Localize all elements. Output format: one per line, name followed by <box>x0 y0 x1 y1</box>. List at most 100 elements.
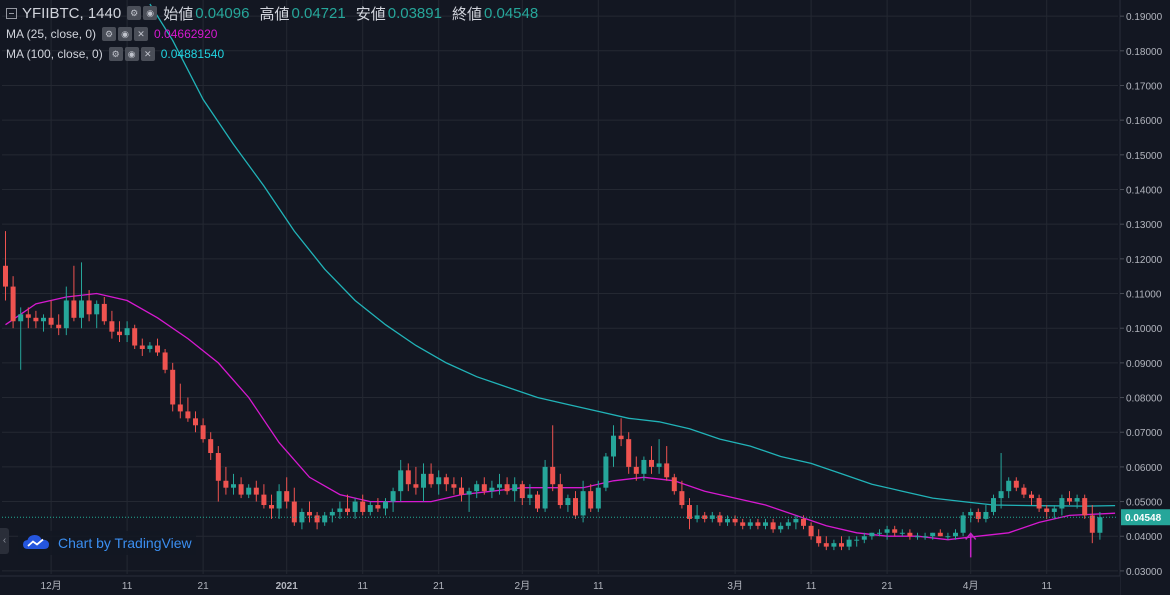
candle-body <box>367 505 373 512</box>
candle-body <box>33 317 39 322</box>
candle-body <box>945 536 951 538</box>
candle-body <box>793 518 799 523</box>
time-tick-label: 2021 <box>276 581 299 592</box>
candle-body <box>907 532 913 537</box>
candle-body <box>162 352 168 370</box>
candle-body <box>238 484 244 495</box>
candle-body <box>839 543 844 547</box>
tradingview-attribution[interactable]: Chart by TradingView <box>18 531 196 555</box>
candle-body <box>79 300 84 318</box>
candle-body <box>466 491 472 495</box>
candle-body <box>48 317 54 325</box>
time-tick-label: 2月 <box>515 580 531 592</box>
candle-body <box>193 418 198 426</box>
open-value: 0.04096 <box>195 4 250 22</box>
settings-icon[interactable]: ⚙ <box>127 6 142 20</box>
price-tick-label: 0.11000 <box>1126 290 1162 301</box>
time-tick-label: 11 <box>806 581 817 592</box>
time-axis-background <box>0 576 1120 595</box>
candle-body <box>261 494 267 506</box>
candle-body <box>375 505 381 509</box>
candle-body <box>443 477 449 485</box>
candle-body <box>778 525 784 530</box>
price-tick-label: 0.16000 <box>1126 116 1163 127</box>
settings-icon[interactable]: ⚙ <box>102 27 117 41</box>
price-tick-label: 0.18000 <box>1126 47 1163 58</box>
candle-body <box>459 487 464 495</box>
candle-body <box>930 532 936 537</box>
tradingview-cloud-icon <box>23 535 49 549</box>
high-label: 高値 <box>259 5 290 23</box>
candle-body <box>960 515 966 533</box>
candle-body <box>664 463 670 478</box>
attribution-text[interactable]: Chart by TradingView <box>58 535 192 551</box>
price-tick-label: 0.17000 <box>1126 81 1163 92</box>
eye-icon[interactable]: ◉ <box>143 6 158 20</box>
collapse-icon[interactable] <box>6 7 17 19</box>
candle-body <box>86 300 92 315</box>
candle-body <box>763 522 768 526</box>
candle-body <box>155 345 160 353</box>
candle-body <box>649 459 654 467</box>
candle-body <box>284 491 290 502</box>
eye-icon[interactable]: ◉ <box>124 47 139 61</box>
candle-body <box>550 466 556 485</box>
candle-body <box>1097 517 1103 533</box>
candle-body <box>915 536 920 538</box>
symbol-label[interactable]: YFIIBTC, 1440 <box>22 4 122 22</box>
ma100-label[interactable]: MA (100, close, 0) <box>6 47 103 61</box>
candle-body <box>1036 498 1042 509</box>
candle-body <box>307 511 312 516</box>
candle-body <box>801 518 806 526</box>
candle-body <box>299 511 305 523</box>
candle-body <box>223 480 229 488</box>
candle-body <box>580 491 586 516</box>
candle-body <box>983 511 989 519</box>
price-tick-label: 0.15000 <box>1126 151 1163 162</box>
chevron-left-icon[interactable]: ‹ <box>0 528 9 554</box>
candle-body <box>709 515 715 519</box>
candle-body <box>398 470 404 492</box>
settings-icon[interactable]: ⚙ <box>108 47 123 61</box>
candle-body <box>755 522 761 526</box>
candle-body <box>231 484 236 488</box>
candle-body <box>253 487 259 495</box>
candle-body <box>71 300 77 318</box>
candle-body <box>177 404 183 412</box>
candle-body <box>117 331 122 336</box>
candle-body <box>899 532 905 534</box>
high-value: 0.04721 <box>291 4 346 22</box>
close-value: 0.04548 <box>483 4 539 22</box>
ma25-label[interactable]: MA (25, close, 0) <box>6 27 97 41</box>
candle-body <box>94 303 100 315</box>
close-icon[interactable]: ✕ <box>140 47 155 61</box>
candle-body <box>808 525 814 537</box>
candle-body <box>565 498 571 506</box>
low-value: 0.03891 <box>387 4 442 22</box>
candle-body <box>603 456 609 488</box>
price-tick-label: 0.08000 <box>1126 394 1163 405</box>
candle-body <box>474 484 480 492</box>
candle-body <box>413 484 419 488</box>
candle-body <box>18 314 24 322</box>
time-tick-label: 21 <box>433 581 445 592</box>
time-axis[interactable]: 12月 11 21 2021 11 21 2月 11 3月 11 21 4月 11 <box>0 575 1120 595</box>
time-tick-label: 11 <box>1042 581 1053 592</box>
candle-body <box>747 522 753 526</box>
candle-body <box>276 491 282 509</box>
candle-body <box>329 511 335 516</box>
price-tick-label: 0.10000 <box>1126 324 1163 335</box>
ma100-series <box>149 3 1116 507</box>
eye-icon[interactable]: ◉ <box>118 27 133 41</box>
candle-body <box>185 411 191 419</box>
price-tick-label: 0.06000 <box>1126 463 1163 474</box>
candle-body <box>679 491 685 506</box>
candle-body <box>846 539 852 547</box>
price-axis[interactable]: 0.03000 0.04000 0.05000 0.06000 0.07000 0.080… <box>1119 0 1170 595</box>
price-tick-label: 0.07000 <box>1126 428 1163 439</box>
price-tick-label: 0.05000 <box>1126 498 1163 509</box>
candle-body <box>383 501 388 509</box>
ma100-controls: ⚙ ◉ ✕ <box>108 47 157 61</box>
close-icon[interactable]: ✕ <box>134 27 149 41</box>
